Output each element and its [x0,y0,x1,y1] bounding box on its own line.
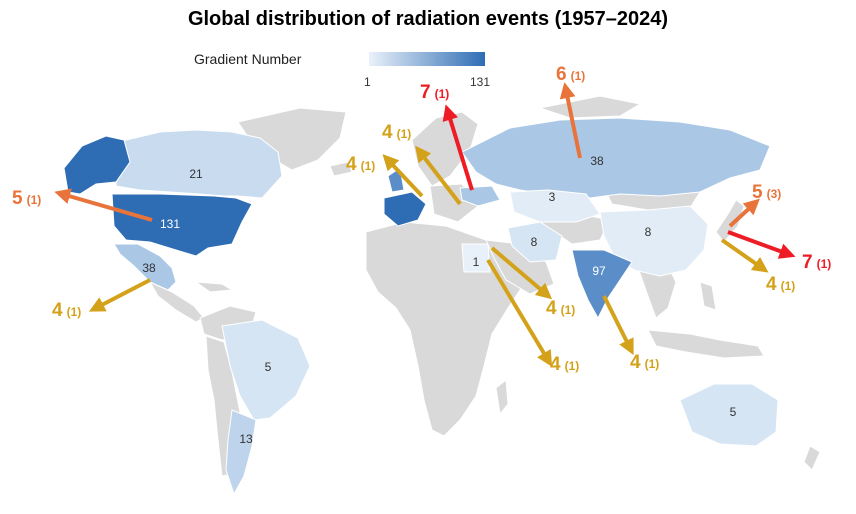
western-europe [383,191,427,227]
legend-min-label: 1 [364,75,371,89]
australia [679,383,779,447]
count-united-states: 131 [160,217,180,231]
united-states [111,193,253,257]
map-title: Global distribution of radiation events … [187,8,669,30]
callout-india-s: 4 (1) [630,352,659,373]
egypt [461,243,491,273]
india [571,249,633,320]
brazil [221,319,311,421]
count-australia: 5 [730,405,737,419]
callout-japan-ne: 5 (3) [752,182,781,203]
callout-mexico-sw: 4 (1) [52,300,81,321]
arrow-russia-n [559,82,582,159]
callout-europe-n: 4 (1) [382,122,411,143]
madagascar [495,379,509,416]
russia-far-north [538,95,642,119]
arrow-ukraine [442,104,474,191]
central-america [148,280,205,323]
china [599,205,709,277]
legend-gradient-bar [369,52,485,66]
ukraine [459,185,501,207]
caribbean [194,281,234,293]
legend-max-label: 131 [470,75,491,89]
russia [461,117,771,199]
count-argentina: 13 [239,432,253,446]
callout-japan-se: 4 (1) [766,274,795,295]
alaska [63,135,131,195]
count-china: 8 [645,225,652,239]
arrow-japan-se [720,238,769,273]
callout-japan-e: 7 (1) [802,252,831,273]
callout-ukraine: 7 (1) [420,82,449,103]
count-india: 97 [592,264,606,278]
count-egypt: 1 [473,255,480,269]
arrow-mexico-sw [88,278,151,312]
argentina [225,409,257,496]
arrow-europe-w [382,154,424,198]
iceland [329,161,353,177]
count-iran: 8 [531,235,538,249]
indonesia [647,329,765,359]
count-mexico: 38 [142,261,156,275]
callout-usa-west: 5 (1) [12,188,41,209]
arrow-usa-west [54,188,153,222]
kazakhstan [509,189,601,223]
callout-europe-w: 4 (1) [346,154,375,175]
philippines [699,281,717,311]
mexico [113,243,177,291]
canada [115,129,283,199]
count-canada: 21 [189,167,203,181]
arrow-mideast-1 [490,246,553,300]
legend-title: Gradient Number [194,51,302,67]
arrow-japan-e [727,230,796,259]
callout-russia-n: 6 (1) [556,64,585,85]
arrow-japan-ne [728,198,760,228]
count-brazil: 5 [265,360,272,374]
arrow-europe-n [415,145,462,206]
iran [507,221,563,263]
arrow-mideast-2 [486,258,553,367]
arrow-india-s [602,295,634,356]
callout-mideast-2: 4 (1) [550,354,579,375]
count-kazakhstan: 3 [549,190,556,204]
count-russia: 38 [590,154,604,168]
new-zealand [803,445,821,471]
callout-mideast-1: 4 (1) [546,298,575,319]
